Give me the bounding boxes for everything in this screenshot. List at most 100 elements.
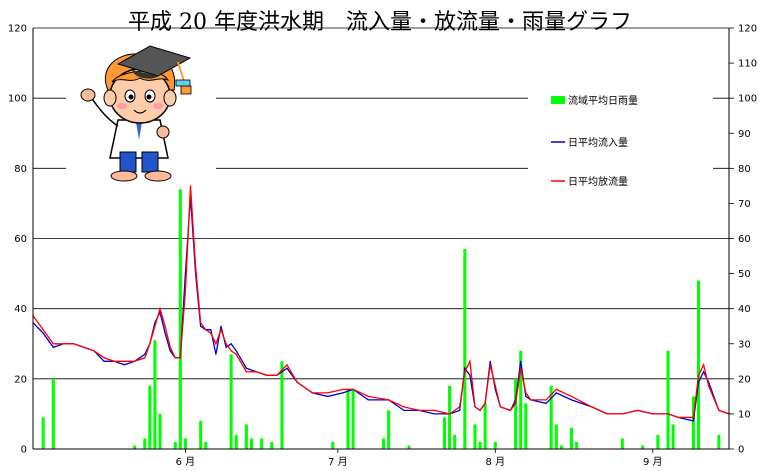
flow-lines xyxy=(32,185,730,422)
rain-bar xyxy=(148,385,152,449)
rain-bar xyxy=(178,189,182,449)
outflow-point xyxy=(352,388,354,390)
right-tick-label: 0 xyxy=(738,445,744,456)
outflow-point xyxy=(489,364,491,366)
rain-bar xyxy=(493,441,497,449)
inflow-point xyxy=(42,332,44,334)
outflow-point xyxy=(113,360,115,362)
outflow-point xyxy=(149,343,151,345)
axes: 0 20 40 60 80 100 120 0 10 20 30 40 50 60 70 80 90 100 110… xyxy=(8,24,757,469)
outflow-point xyxy=(215,343,217,345)
rain-bar xyxy=(483,403,487,449)
outflow-point xyxy=(677,416,679,419)
outflow-point xyxy=(103,357,105,359)
left-tick-label: 120 xyxy=(8,24,27,35)
outflow-point xyxy=(62,343,65,345)
outflow-point xyxy=(545,399,547,401)
outflow-point xyxy=(555,388,557,390)
outflow-point xyxy=(42,329,44,331)
legend-label-rain: 流域平均日雨量 xyxy=(568,94,638,107)
outflow-point xyxy=(194,265,197,268)
rain-bar xyxy=(559,445,563,449)
inflow-point xyxy=(342,392,344,394)
scholar-child-mascot-icon xyxy=(66,45,216,185)
outflow-point xyxy=(52,343,54,345)
outflow-point xyxy=(342,388,344,390)
inflow-point xyxy=(200,325,202,327)
rain-bar xyxy=(249,438,253,449)
rain-bar xyxy=(244,424,248,449)
left-tick-label: 100 xyxy=(8,94,27,105)
x-tick-label: 9 月 xyxy=(643,456,663,468)
rain-bar xyxy=(524,403,528,449)
outflow-point xyxy=(469,360,471,362)
rain-bar xyxy=(656,434,660,449)
outflow-point xyxy=(702,364,705,366)
outflow-point xyxy=(718,409,720,412)
outflow-point xyxy=(83,346,85,348)
outflow-point xyxy=(388,399,390,401)
outflow-point xyxy=(245,371,247,373)
right-tick-label: 40 xyxy=(738,304,751,315)
inflow-point xyxy=(103,360,105,362)
rain-bar xyxy=(569,427,574,449)
inflow-point xyxy=(489,360,491,362)
outflow-line xyxy=(32,185,730,419)
outflow-point xyxy=(296,381,298,383)
right-tick-label: 50 xyxy=(738,269,751,280)
inflow-point xyxy=(570,399,573,401)
inflow-point xyxy=(433,413,435,415)
rain-bar xyxy=(143,438,147,449)
rain-bar xyxy=(549,385,553,449)
outflow-point xyxy=(123,360,126,362)
outflow-point xyxy=(621,413,623,415)
rain-bar xyxy=(229,354,233,449)
outflow-point xyxy=(210,332,212,334)
rain-bar xyxy=(641,445,645,449)
left-tick-label: 80 xyxy=(14,164,27,175)
inflow-point xyxy=(459,409,461,412)
rain-bar xyxy=(473,424,477,449)
inflow-point xyxy=(144,353,146,355)
outflow-point xyxy=(205,329,207,331)
inflow-point xyxy=(286,367,288,369)
rain-bar xyxy=(133,445,137,449)
rain-bar xyxy=(158,413,162,449)
outflow-point xyxy=(499,406,501,408)
outflow-point xyxy=(235,353,237,355)
rain-bars xyxy=(41,189,721,449)
inflow-point xyxy=(230,343,232,345)
rain-bar xyxy=(442,417,447,449)
legend-item-rain: 流域平均日雨量 xyxy=(551,94,638,107)
left-tick-label: 0 xyxy=(21,445,27,456)
outflow-point xyxy=(255,371,258,373)
rain-bar xyxy=(671,424,675,449)
outflow-point xyxy=(367,395,369,397)
outflow-point xyxy=(154,325,156,327)
outflow-point xyxy=(164,325,166,327)
rain-bar xyxy=(554,424,558,449)
outflow-point xyxy=(448,413,451,415)
outflow-point xyxy=(169,346,171,348)
outflow-point xyxy=(591,406,593,408)
right-tick-label: 70 xyxy=(738,199,751,210)
rain-bar xyxy=(183,438,187,449)
inflow-point xyxy=(169,350,171,352)
rain-bar xyxy=(331,441,335,449)
rain-bar xyxy=(463,249,467,449)
inflow-point xyxy=(692,420,695,422)
legend-label-inflow: 日平均流入量 xyxy=(568,136,628,149)
outflow-point xyxy=(286,364,288,366)
inflow-point xyxy=(367,399,369,401)
outflow-point xyxy=(73,343,75,345)
outflow-point xyxy=(134,360,136,362)
inflow-point xyxy=(403,409,405,412)
outflow-point xyxy=(418,409,420,412)
rain-bar xyxy=(173,441,177,449)
inflow-point xyxy=(555,392,557,394)
rain-bar xyxy=(153,340,157,449)
x-tick-label: 7 月 xyxy=(328,456,348,468)
rain-bar xyxy=(514,378,518,449)
